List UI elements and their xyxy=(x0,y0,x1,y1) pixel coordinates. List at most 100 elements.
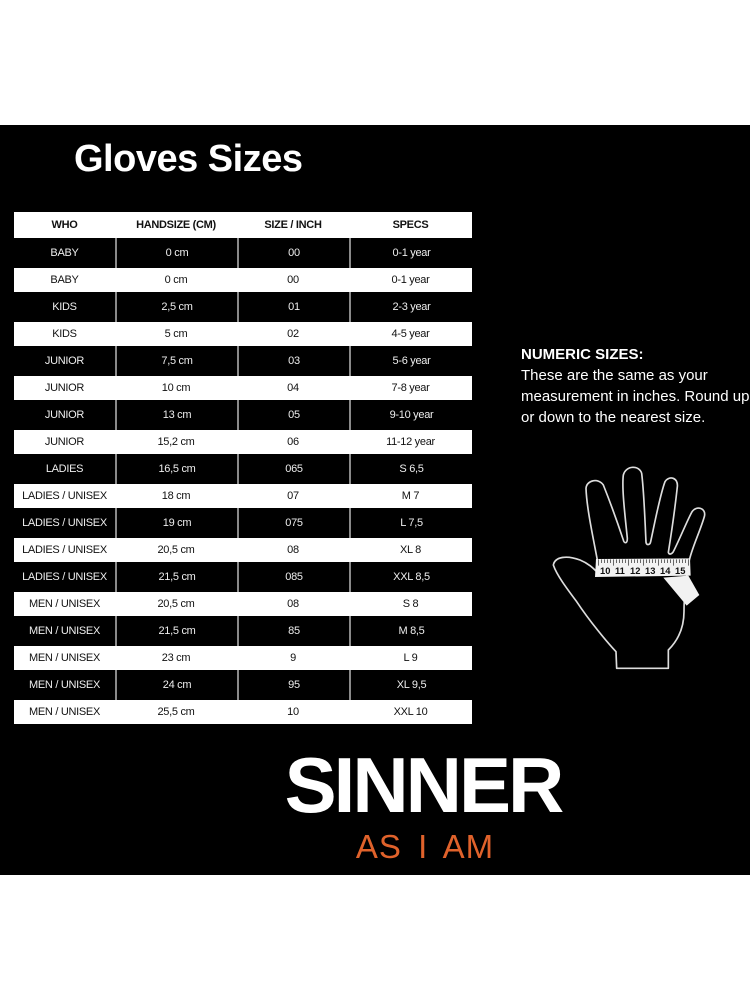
table-row: KIDS 2,5 cm 01 2-3 year xyxy=(14,292,472,322)
cell-handsize: 10 cm xyxy=(161,382,191,394)
cell-handsize: 20,5 cm xyxy=(157,598,195,610)
tape-number: 15 xyxy=(675,566,685,576)
brand-tagline: AS I AM xyxy=(355,828,495,865)
header-size-inch: SIZE / INCH xyxy=(264,219,322,231)
tape-number: 13 xyxy=(645,566,655,576)
cell-specs: XL 8 xyxy=(399,544,422,556)
cell-who: LADIES / UNISEX xyxy=(22,544,107,556)
hand-with-measuring-tape-icon: 10 11 12 13 14 15 xyxy=(552,466,706,670)
cell-who: MEN / UNISEX xyxy=(29,625,100,637)
cell-handsize: 23 cm xyxy=(161,652,191,664)
cell-size-inch: 00 xyxy=(237,238,349,268)
cell-handsize: 19 cm xyxy=(115,508,237,538)
cell-size-inch: 02 xyxy=(287,328,299,340)
cell-handsize: 20,5 cm xyxy=(157,544,195,556)
cell-handsize: 0 cm xyxy=(115,238,237,268)
cell-size-inch: 10 xyxy=(287,706,299,718)
cell-specs: 5-6 year xyxy=(349,346,472,376)
cell-specs: XXL 8,5 xyxy=(349,562,472,592)
tape-number: 14 xyxy=(660,566,671,576)
cell-size-inch: 08 xyxy=(287,598,299,610)
cell-who: MEN / UNISEX xyxy=(29,679,100,691)
cell-handsize: 5 cm xyxy=(164,328,188,340)
cell-specs: L 9 xyxy=(403,652,418,664)
cell-size-inch: 95 xyxy=(237,670,349,700)
cell-who: BABY xyxy=(50,274,79,286)
table-row: JUNIOR 7,5 cm 03 5-6 year xyxy=(14,346,472,376)
tape-number: 11 xyxy=(615,566,625,576)
header-handsize: HANDSIZE (CM) xyxy=(136,219,216,231)
cell-who: JUNIOR xyxy=(44,409,85,421)
header-specs: SPECS xyxy=(392,219,429,231)
cell-handsize: 24 cm xyxy=(115,670,237,700)
measuring-tape-band xyxy=(595,558,691,577)
cell-who: KIDS xyxy=(52,301,77,313)
hand-outline xyxy=(552,466,706,670)
cell-specs: M 7 xyxy=(401,490,420,502)
cell-who: LADIES xyxy=(45,463,84,475)
cell-specs: 0-1 year xyxy=(391,274,430,286)
note-text: These are the same as your measurement i… xyxy=(521,367,750,426)
cell-specs: 4-5 year xyxy=(391,328,430,340)
cell-specs: M 8,5 xyxy=(349,616,472,646)
cell-specs: XL 9,5 xyxy=(349,670,472,700)
measuring-tape-end xyxy=(663,575,700,606)
cell-handsize: 21,5 cm xyxy=(115,616,237,646)
cell-who: LADIES / UNISEX xyxy=(22,571,107,583)
table-row: MEN / UNISEX 20,5 cm 08 S 8 xyxy=(14,592,472,616)
cell-size-inch: 04 xyxy=(287,382,299,394)
numeric-sizes-note: NUMERIC SIZES: These are the same as you… xyxy=(521,344,750,428)
cell-handsize: 7,5 cm xyxy=(115,346,237,376)
cell-handsize: 13 cm xyxy=(115,400,237,430)
size-table: WHO HANDSIZE (CM) SIZE / INCH SPECS BABY… xyxy=(14,212,472,724)
cell-handsize: 25,5 cm xyxy=(157,706,195,718)
table-row: LADIES / UNISEX 20,5 cm 08 XL 8 xyxy=(14,538,472,562)
page-title: Gloves Sizes xyxy=(74,138,303,180)
table-row: JUNIOR 10 cm 04 7-8 year xyxy=(14,376,472,400)
cell-size-inch: 05 xyxy=(237,400,349,430)
table-row: KIDS 5 cm 02 4-5 year xyxy=(14,322,472,346)
cell-size-inch: 03 xyxy=(237,346,349,376)
cell-who: JUNIOR xyxy=(44,436,85,448)
cell-specs: 9-10 year xyxy=(349,400,472,430)
cell-size-inch: 9 xyxy=(290,652,296,664)
table-row: JUNIOR 13 cm 05 9-10 year xyxy=(14,400,472,430)
brand-logo: SINNER xyxy=(284,741,565,829)
table-row: MEN / UNISEX 25,5 cm 10 XXL 10 xyxy=(14,700,472,724)
cell-size-inch: 85 xyxy=(237,616,349,646)
cell-specs: L 7,5 xyxy=(349,508,472,538)
cell-who: JUNIOR xyxy=(44,355,85,367)
cell-handsize: 16,5 cm xyxy=(115,454,237,484)
cell-who: KIDS xyxy=(52,328,77,340)
table-row: MEN / UNISEX 24 cm 95 XL 9,5 xyxy=(14,670,472,700)
table-row: LADIES / UNISEX 21,5 cm 085 XXL 8,5 xyxy=(14,562,472,592)
cell-size-inch: 07 xyxy=(287,490,299,502)
cell-specs: 11-12 year xyxy=(386,436,435,448)
cell-size-inch: 06 xyxy=(287,436,299,448)
cell-specs: S 8 xyxy=(402,598,419,610)
tape-number: 10 xyxy=(600,566,610,576)
table-row: MEN / UNISEX 21,5 cm 85 M 8,5 xyxy=(14,616,472,646)
table-row: LADIES 16,5 cm 065 S 6,5 xyxy=(14,454,472,484)
cell-size-inch: 00 xyxy=(287,274,299,286)
cell-handsize: 21,5 cm xyxy=(115,562,237,592)
note-heading: NUMERIC SIZES: xyxy=(521,346,644,363)
header-who: WHO xyxy=(51,219,78,231)
cell-handsize: 18 cm xyxy=(161,490,191,502)
cell-size-inch: 075 xyxy=(237,508,349,538)
table-row: JUNIOR 15,2 cm 06 11-12 year xyxy=(14,430,472,454)
tape-number: 12 xyxy=(630,566,640,576)
cell-who: LADIES / UNISEX xyxy=(22,490,107,502)
cell-specs: S 6,5 xyxy=(349,454,472,484)
cell-specs: 2-3 year xyxy=(349,292,472,322)
cell-who: MEN / UNISEX xyxy=(29,598,100,610)
cell-who: MEN / UNISEX xyxy=(29,706,100,718)
cell-handsize: 15,2 cm xyxy=(157,436,195,448)
cell-handsize: 2,5 cm xyxy=(115,292,237,322)
cell-specs: XXL 10 xyxy=(393,706,428,718)
table-row: LADIES / UNISEX 18 cm 07 M 7 xyxy=(14,484,472,508)
table-header: WHO HANDSIZE (CM) SIZE / INCH SPECS xyxy=(14,212,472,238)
cell-who: JUNIOR xyxy=(44,382,85,394)
cell-who: BABY xyxy=(50,247,79,259)
table-row: LADIES / UNISEX 19 cm 075 L 7,5 xyxy=(14,508,472,538)
